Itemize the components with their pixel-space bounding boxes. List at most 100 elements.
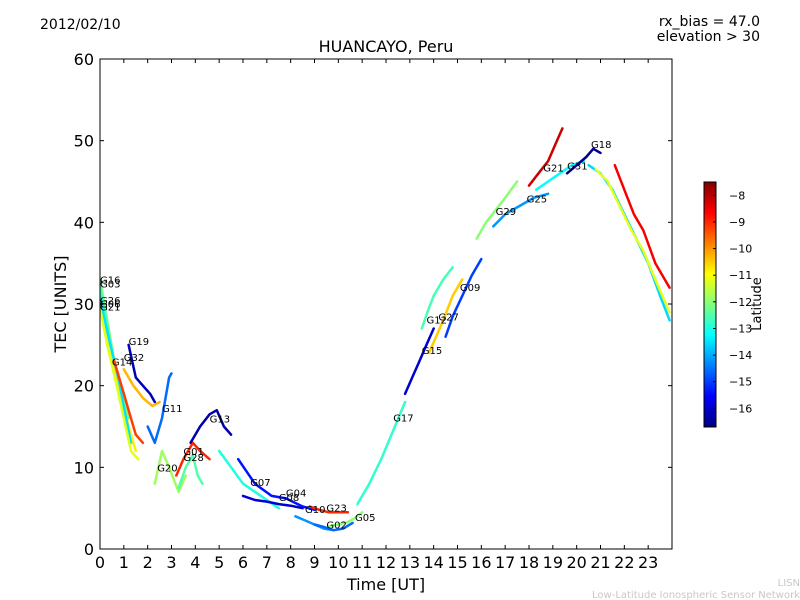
footer-lisn: LISN bbox=[778, 578, 800, 589]
y-tick-label: 50 bbox=[74, 132, 94, 151]
series-g12 bbox=[420, 266, 454, 330]
sat-label-g31: G31 bbox=[567, 161, 587, 172]
sat-label-g03: G03 bbox=[100, 280, 120, 291]
sat-label-g26: G26 bbox=[100, 296, 120, 307]
sat-label-g11: G11 bbox=[162, 404, 182, 415]
sat-label-g27: G27 bbox=[438, 312, 458, 323]
sat-label-g08: G08 bbox=[279, 493, 299, 504]
x-tick-label: 20 bbox=[566, 553, 586, 572]
sat-label-g02: G02 bbox=[326, 521, 346, 532]
sat-label-g20: G20 bbox=[157, 463, 177, 474]
series-g32 bbox=[122, 368, 161, 408]
colorbar-tick-label: −14 bbox=[729, 349, 752, 362]
x-tick-label: 15 bbox=[447, 553, 467, 572]
series-g19 bbox=[127, 343, 157, 404]
x-tick-label: 7 bbox=[262, 553, 272, 572]
x-tick-label: 13 bbox=[400, 553, 420, 572]
x-axis-label: Time [UT] bbox=[346, 575, 425, 594]
series-g18 bbox=[565, 147, 602, 175]
x-tick-label: 22 bbox=[614, 553, 634, 572]
x-tick-label: 2 bbox=[143, 553, 153, 572]
x-tick-label: 19 bbox=[543, 553, 563, 572]
x-tick-label: 1 bbox=[119, 553, 129, 572]
series-g08 bbox=[241, 494, 304, 510]
sat-label-g15: G15 bbox=[422, 346, 442, 357]
y-tick-label: 20 bbox=[74, 377, 94, 396]
colorbar-tick-label: −16 bbox=[729, 402, 752, 415]
series-g20 bbox=[153, 449, 188, 494]
sat-label-g05: G05 bbox=[355, 513, 375, 524]
series-g18b bbox=[587, 163, 671, 322]
sat-label-g10: G10 bbox=[305, 505, 325, 516]
y-tick-label: 0 bbox=[84, 540, 94, 559]
y-tick-label: 60 bbox=[74, 50, 94, 69]
x-tick-label: 10 bbox=[328, 553, 348, 572]
sat-label-g21: G21 bbox=[100, 303, 120, 314]
colorbar-tick-label: −10 bbox=[729, 243, 752, 256]
x-tick-label: 16 bbox=[471, 553, 491, 572]
y-axis-label: TEC [UNITS] bbox=[51, 256, 70, 354]
sat-label-g17: G17 bbox=[393, 414, 413, 425]
sat-label-g23: G23 bbox=[326, 503, 346, 514]
series-g28 bbox=[177, 453, 204, 490]
x-tick-label: 4 bbox=[190, 553, 200, 572]
series-g29 bbox=[475, 180, 519, 240]
elevation-label: elevation > 30 bbox=[656, 29, 760, 45]
series-g31b bbox=[594, 168, 671, 314]
satellite-labels: G16G03G26G06G21G19G32G14G11G13G01G28G20G… bbox=[100, 140, 611, 532]
sat-label-g28: G28 bbox=[183, 453, 203, 464]
y-tick-label: 30 bbox=[74, 295, 94, 314]
colorbar-tick-label: −8 bbox=[729, 189, 745, 202]
series-g02 bbox=[313, 521, 354, 532]
series-g22 bbox=[613, 163, 671, 289]
series-g04 bbox=[236, 457, 316, 512]
sat-label-g06: G06 bbox=[100, 299, 120, 310]
x-tick-label: 9 bbox=[309, 553, 319, 572]
series-g14 bbox=[113, 359, 145, 445]
colorbar bbox=[703, 181, 717, 428]
series-g17 bbox=[356, 400, 407, 506]
x-tick-label: 0 bbox=[95, 553, 105, 572]
y-tick-label: 10 bbox=[74, 458, 94, 477]
sat-label-g07: G07 bbox=[250, 478, 270, 489]
y-tick-label: 40 bbox=[74, 213, 94, 232]
x-tick-label: 3 bbox=[166, 553, 176, 572]
chart-title: HUANCAYO, Peru bbox=[319, 37, 454, 56]
x-tick-label: 8 bbox=[286, 553, 296, 572]
sat-label-g13: G13 bbox=[210, 414, 230, 425]
sat-label-g04: G04 bbox=[286, 489, 306, 500]
sat-label-g25: G25 bbox=[527, 195, 547, 206]
x-tick-label: 6 bbox=[238, 553, 248, 572]
sat-label-g18: G18 bbox=[591, 140, 611, 151]
series-g23 bbox=[308, 505, 350, 514]
series-g05 bbox=[327, 511, 364, 528]
colorbar-tick-label: −15 bbox=[729, 376, 752, 389]
x-tick-label: 5 bbox=[214, 553, 224, 572]
series-g11 bbox=[146, 372, 173, 445]
colorbar-ticks: −16 −15 −14 −13 −12 −11 −10 −9 −8 bbox=[713, 189, 752, 415]
axes: 0 1 2 3 4 5 6 7 8 9 10 11 12 13 14 15 16 17 18 19 20 21 22 2301… bbox=[74, 50, 672, 572]
rx-bias-label: rx_bias = 47.0 bbox=[658, 14, 760, 30]
x-tick-label: 23 bbox=[638, 553, 658, 572]
series-g15 bbox=[403, 327, 435, 396]
series-g13 bbox=[189, 408, 233, 445]
colorbar-tick-label: −11 bbox=[729, 269, 752, 282]
colorbar-tick-label: −12 bbox=[729, 296, 752, 309]
x-tick-label: 11 bbox=[352, 553, 372, 572]
sat-label-g01: G01 bbox=[183, 447, 203, 458]
x-tick-label: 14 bbox=[423, 553, 443, 572]
colorbar-tick-label: −9 bbox=[729, 216, 745, 229]
colorbar-label: Latitude bbox=[750, 277, 765, 331]
series-g01 bbox=[175, 441, 211, 477]
x-tick-label: 17 bbox=[495, 553, 515, 572]
sat-label-g19: G19 bbox=[129, 337, 149, 348]
sat-label-g14: G14 bbox=[112, 357, 132, 368]
sat-label-g16: G16 bbox=[100, 276, 120, 287]
footer-network: Low-Latitude Ionospheric Sensor Network bbox=[592, 590, 800, 600]
sat-label-g29: G29 bbox=[496, 207, 516, 218]
series-g31 bbox=[534, 159, 586, 191]
date-label: 2012/02/10 bbox=[40, 17, 121, 33]
series-layer bbox=[100, 127, 671, 532]
sat-label-g12: G12 bbox=[427, 316, 447, 327]
